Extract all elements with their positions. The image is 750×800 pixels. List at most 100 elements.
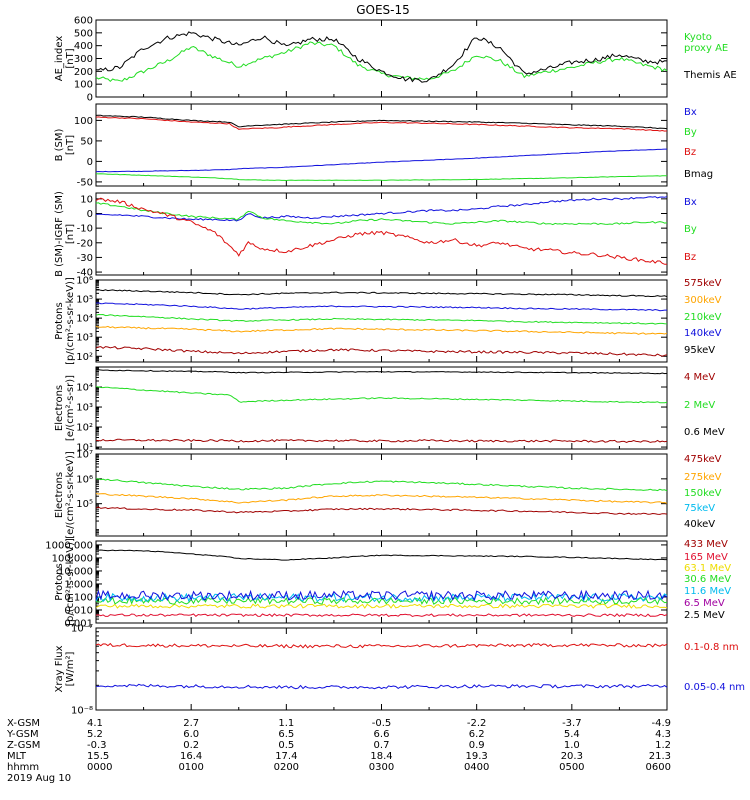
y-tick-label: 10⁶ xyxy=(76,276,93,287)
y-tick-label: 400 xyxy=(74,41,93,52)
legend-entry: By xyxy=(684,224,697,235)
series-line-0-1-0-8-nm xyxy=(95,642,668,649)
series-line-165-mev xyxy=(95,613,668,618)
series-line-0-05-0-4-nm xyxy=(95,683,668,690)
panel-protons: 10² 10³ 10⁴ 10⁵ 10⁶Protons[p/(cm²-s-sr-keV)]… xyxy=(54,276,722,365)
y-tick-label: 100 xyxy=(74,80,93,91)
y-tick-label: 10.000 xyxy=(58,566,93,577)
y-tick-label: 200 xyxy=(74,67,93,78)
series-line-by xyxy=(95,202,668,226)
legend-entry: 6.5 MeV xyxy=(684,598,725,609)
ephemeris-value: 4.3 xyxy=(655,729,671,740)
panel-frame xyxy=(95,103,668,187)
y-tick-label: 10⁷ xyxy=(76,450,93,461)
ephemeris-value: 6.5 xyxy=(278,729,294,740)
y-tick-label: 0.010 xyxy=(64,605,93,616)
legend-entry: Kyoto proxy AE xyxy=(684,32,728,54)
ephemeris-value: 1.2 xyxy=(655,740,671,751)
series-line-kyoto-proxy-ae xyxy=(95,41,668,82)
y-tick-label: 10 xyxy=(80,194,93,205)
ephemeris-row-label: Z-GSM xyxy=(7,740,40,751)
y-tick-label: 0 xyxy=(87,209,93,220)
y-tick-label: 0 xyxy=(87,93,93,104)
legend-entry: 95keV xyxy=(684,345,715,356)
ephemeris-value: 0100 xyxy=(178,762,203,773)
y-tick-label: 0 xyxy=(87,157,93,168)
ephemeris-value: 5.2 xyxy=(87,729,103,740)
ephemeris-value: 0400 xyxy=(464,762,489,773)
legend-entry: 30.6 MeV xyxy=(684,574,731,585)
ephemeris-value: -0.5 xyxy=(372,718,392,729)
ephemeris-value: 0500 xyxy=(559,762,584,773)
ephemeris-value: -0.3 xyxy=(87,740,107,751)
y-axis-label: AE_index[nT] xyxy=(54,36,76,82)
chart-title: GOES-15 xyxy=(356,3,410,17)
legend-entry: By xyxy=(684,127,697,138)
ephemeris-value: -4.9 xyxy=(651,718,671,729)
y-tick-label: -40 xyxy=(77,268,93,279)
panel-frame xyxy=(95,366,668,450)
y-tick-label: 100.000 xyxy=(52,553,93,564)
y-tick-label: -10 xyxy=(77,224,93,235)
legend-entry: Bmag xyxy=(684,169,713,180)
ephemeris-row-label: X-GSM xyxy=(7,718,40,729)
y-axis-label: Protons[p/(cm²-s-sr-keV)] xyxy=(54,277,76,365)
y-tick-label: 10⁵ xyxy=(76,295,93,306)
ephemeris-value: 0.9 xyxy=(469,740,485,751)
series-line-575kev xyxy=(95,346,668,357)
y-tick-label: -30 xyxy=(77,253,93,264)
y-tick-label: 0.001 xyxy=(64,619,93,630)
legend-entry: 433 MeV xyxy=(684,539,728,550)
y-tick-label: 10⁻⁸ xyxy=(71,706,93,717)
ephemeris-value: 1.1 xyxy=(278,718,294,729)
ephemeris-value: 19.3 xyxy=(466,751,488,762)
panel-protons_mev: 0.001 0.010 0.100 1.000 10.000 100.000 1000.00… xyxy=(45,538,731,629)
y-tick-label: 500 xyxy=(74,28,93,39)
legend-entry: 475keV xyxy=(684,454,722,465)
ephemeris-value: 0.7 xyxy=(374,740,390,751)
legend-entry: 2.5 MeV xyxy=(684,610,725,621)
y-axis-label: B (SM)-IGRF (SM)[nT] xyxy=(54,191,76,277)
y-tick-label: 10⁴ xyxy=(76,383,93,394)
y-axis-label: Electrons[e/(cm²-s-sr)] xyxy=(54,375,76,441)
legend-entry: 11.6 MeV xyxy=(684,586,731,597)
series-line-63-1-mev xyxy=(95,603,668,609)
legend-entry: Bz xyxy=(684,147,696,158)
legend-entry: 0.1-0.8 nm xyxy=(684,642,739,653)
series-line-themis-ae xyxy=(95,31,668,83)
series-line-475kev xyxy=(95,506,668,515)
ephemeris-value: 16.4 xyxy=(180,751,202,762)
series-line-300kev xyxy=(95,325,668,335)
legend-entry: 165 MeV xyxy=(684,552,728,563)
y-tick-label: 10² xyxy=(76,423,93,434)
legend-entry: 275keV xyxy=(684,472,722,483)
y-tick-label: 10⁶ xyxy=(76,474,93,485)
series-line-4-mev xyxy=(95,438,668,443)
ephemeris-row-label: Y-GSM xyxy=(6,729,39,740)
ephemeris-value: 15.5 xyxy=(87,751,109,762)
ephemeris-value: 18.4 xyxy=(370,751,392,762)
series-line-bmag xyxy=(95,114,668,130)
legend-entry: Bx xyxy=(684,197,697,208)
legend-entry: 75keV xyxy=(684,503,715,514)
ephemeris-value: 0.5 xyxy=(278,740,294,751)
series-line-150kev xyxy=(95,478,668,492)
legend-entry: 4 MeV xyxy=(684,372,715,383)
y-tick-label: 10² xyxy=(76,352,93,363)
ephemeris-value: 0600 xyxy=(646,762,671,773)
ephemeris-value: 0200 xyxy=(274,762,299,773)
panel-frame xyxy=(95,19,668,98)
y-tick-label: 0.100 xyxy=(64,592,93,603)
ephemeris-value: 1.0 xyxy=(564,740,580,751)
y-tick-label: 10⁴ xyxy=(76,314,93,325)
y-axis-label: B (SM)[nT] xyxy=(54,128,76,161)
ephemeris-value: 0.2 xyxy=(183,740,199,751)
ephemeris-row-label: 2019 Aug 10 xyxy=(7,773,71,784)
series-line-140kev xyxy=(95,302,667,312)
legend-entry: 2 MeV xyxy=(684,400,715,411)
series-line-210kev xyxy=(95,313,668,325)
